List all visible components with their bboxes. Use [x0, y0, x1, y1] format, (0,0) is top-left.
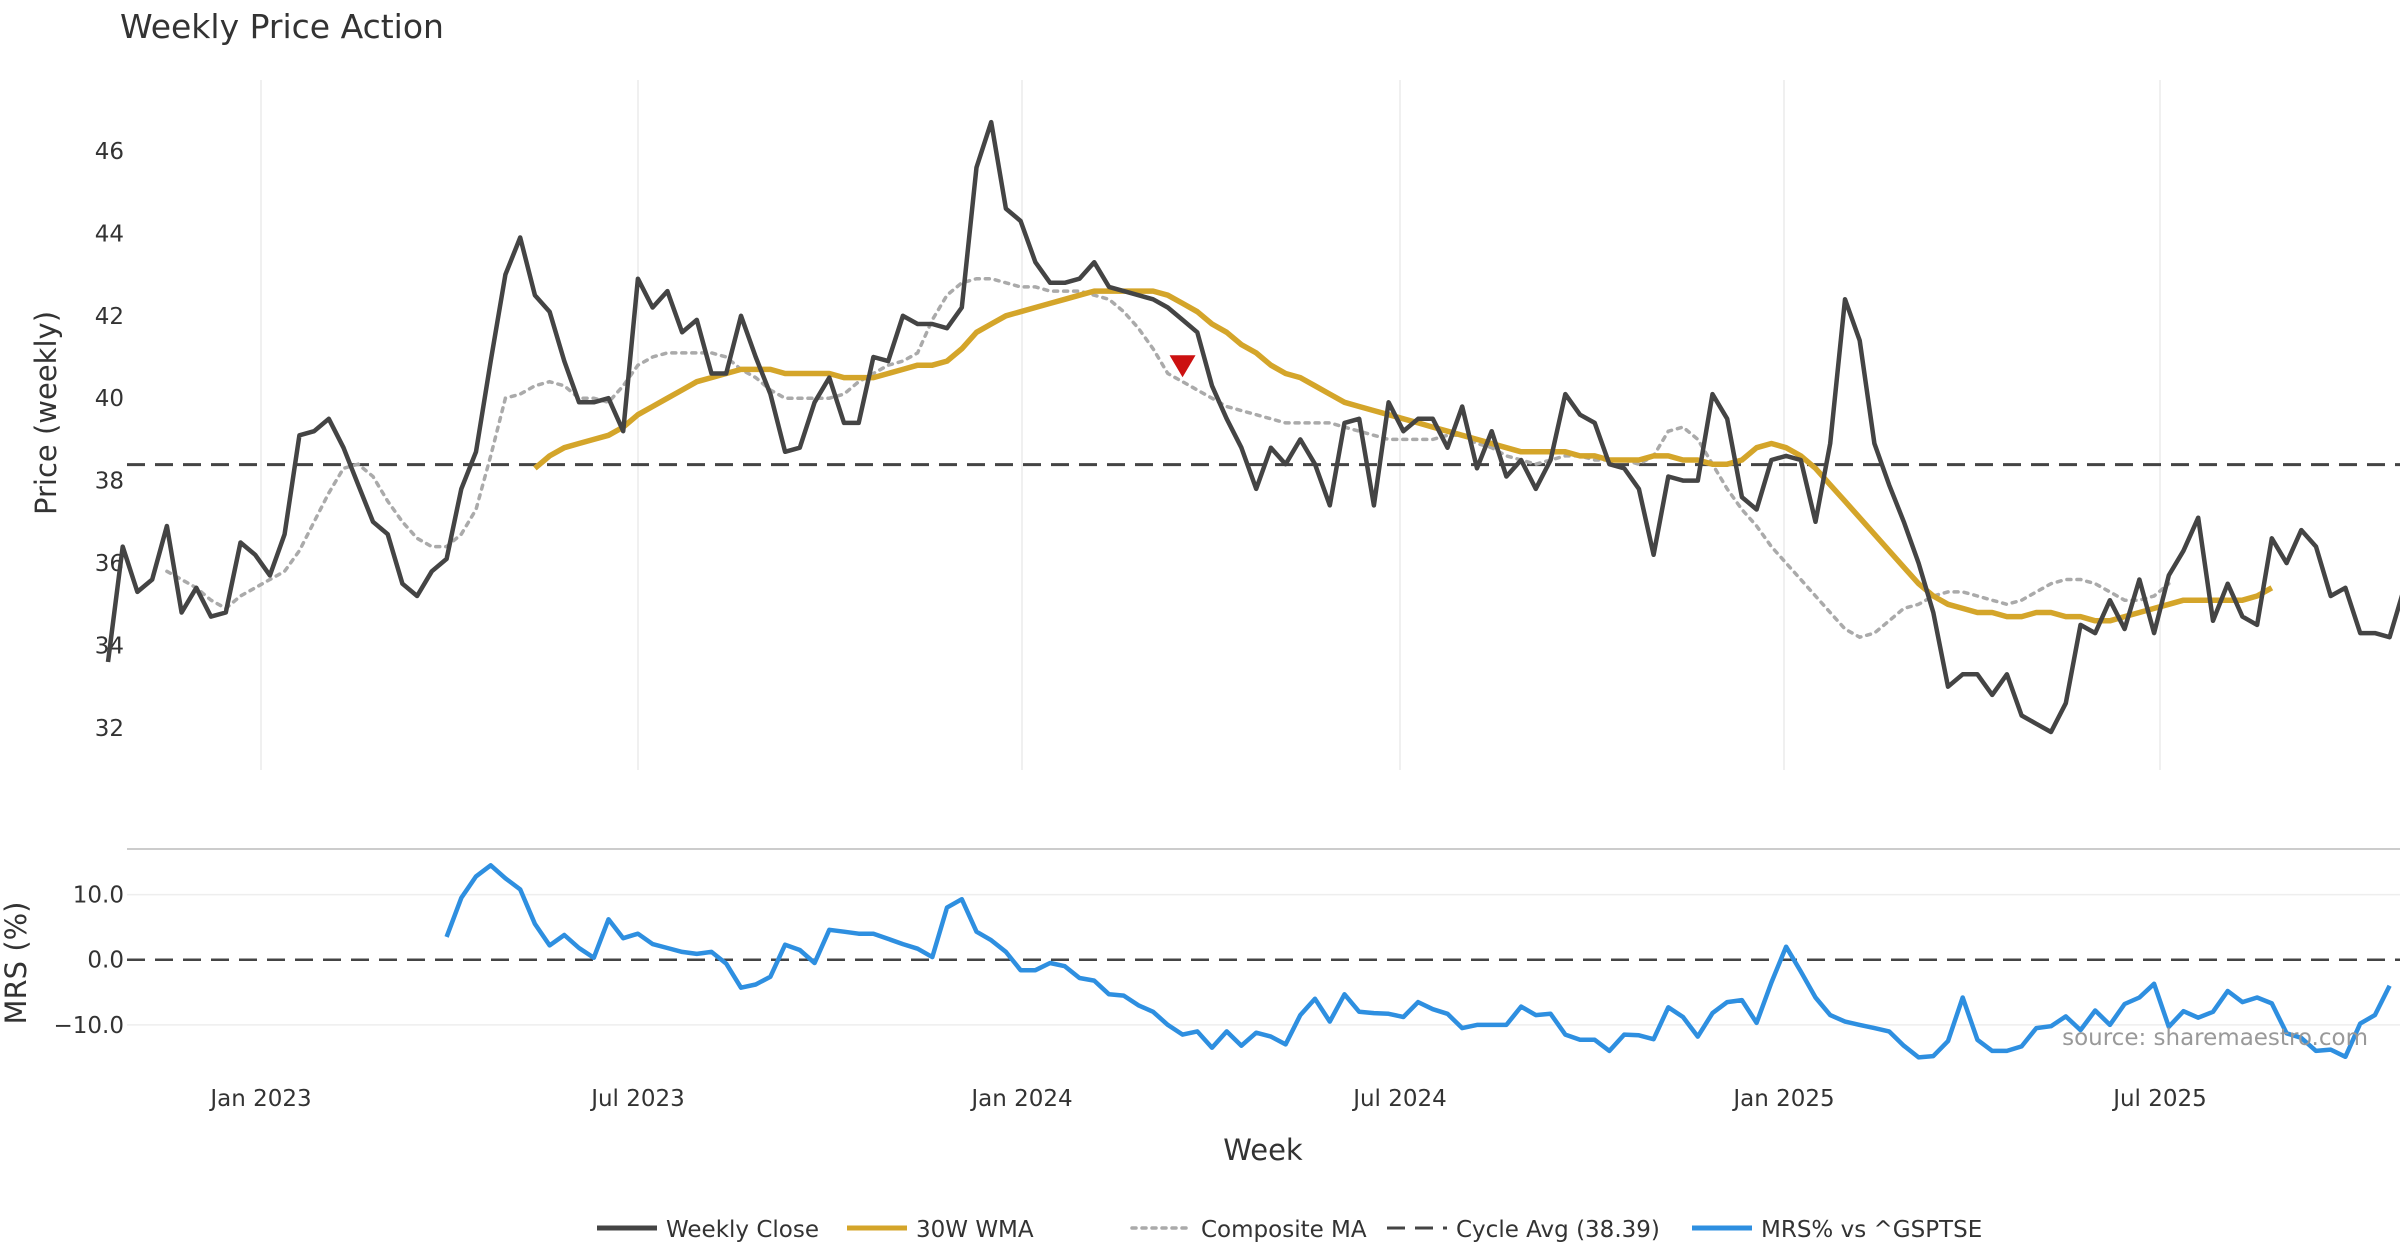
- price-y-tick-label: 40: [95, 386, 124, 412]
- x-axis-label: Week: [1223, 1133, 1303, 1167]
- x-axis-ticks: Jan 2023 Jul 2023 Jan 2024 Jul 2024 Jan 2025…: [208, 1086, 2206, 1112]
- composite-ma-line: [165, 276, 2171, 640]
- sell-signal-marker: [1169, 355, 1196, 378]
- x-tick-label: Jul 2023: [589, 1086, 685, 1112]
- mrs-panel: 10.0 0.0 −10.0 MRS (%) source: sharemaestr…: [0, 848, 2400, 1060]
- legend-label: Cycle Avg (38.39): [1456, 1217, 1660, 1243]
- mrs-y-axis-label: MRS (%): [0, 902, 33, 1025]
- price-y-tick-label: 38: [95, 469, 124, 495]
- legend-label: Weekly Close: [666, 1217, 819, 1243]
- x-tick-label: Jan 2024: [969, 1086, 1072, 1112]
- wma-30w-line: [533, 288, 2274, 624]
- mrs-y-tick-label: 10.0: [73, 883, 124, 909]
- price-y-tick-label: 44: [95, 221, 124, 247]
- weekly-close-line: [105, 119, 2400, 735]
- mrs-gridlines: [127, 893, 2400, 1026]
- mrs-y-tick-label: 0.0: [87, 948, 124, 974]
- price-y-axis-label: Price (weekly): [29, 311, 63, 515]
- legend-label: Composite MA: [1201, 1217, 1367, 1243]
- x-tick-label: Jul 2025: [2111, 1086, 2207, 1112]
- x-tick-label: Jan 2023: [208, 1086, 311, 1112]
- x-tick-label: Jul 2024: [1351, 1086, 1447, 1112]
- price-gridlines: [260, 80, 2161, 770]
- chart-legend: Weekly Close 30W WMA Composite MA Cycle Avg…: [597, 1217, 1982, 1243]
- source-watermark: source: sharemaestro.com: [2062, 1025, 2368, 1051]
- chart-title: Weekly Price Action: [120, 7, 444, 46]
- mrs-y-tick-label: −10.0: [54, 1013, 124, 1039]
- x-tick-label: Jan 2025: [1731, 1086, 1834, 1112]
- legend-label: MRS% vs ^GSPTSE: [1761, 1217, 1982, 1243]
- legend-label: 30W WMA: [916, 1217, 1034, 1243]
- mrs-line: [444, 863, 2392, 1060]
- price-y-tick-label: 46: [95, 139, 124, 165]
- price-y-tick-label: 32: [95, 716, 124, 742]
- mrs-y-ticks: 10.0 0.0 −10.0: [54, 883, 124, 1039]
- price-y-tick-label: 42: [95, 304, 124, 330]
